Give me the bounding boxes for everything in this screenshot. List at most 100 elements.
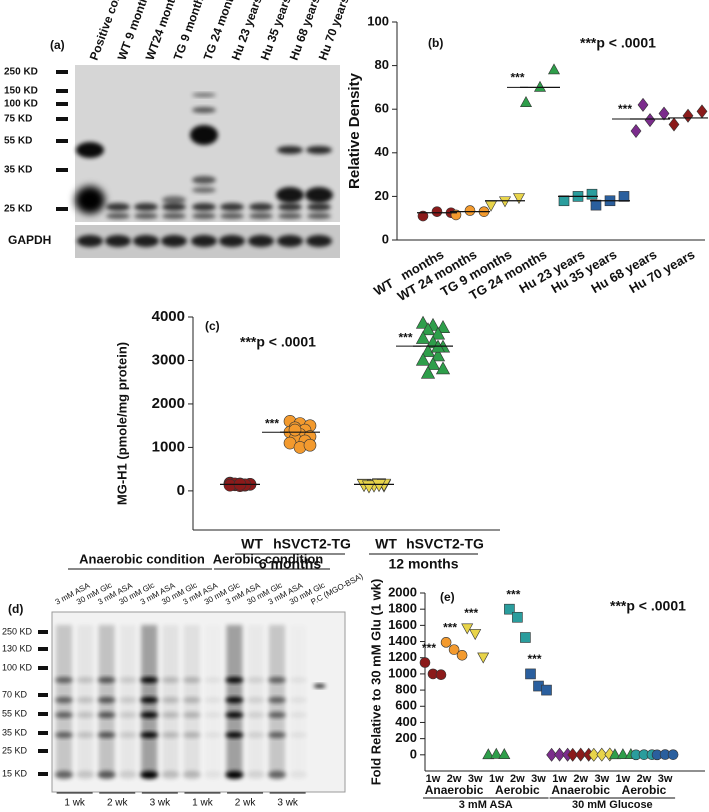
band <box>55 697 73 703</box>
marker-tick <box>56 139 68 143</box>
marker-label: 130 KD <box>2 643 33 653</box>
band <box>118 732 137 738</box>
band <box>161 677 180 683</box>
point <box>415 330 431 344</box>
y-tick-label: 60 <box>375 101 389 116</box>
point <box>504 603 515 615</box>
marker-tick <box>38 647 48 651</box>
y-tick-label: 200 <box>395 730 417 745</box>
marker-tick <box>38 749 48 753</box>
x-tick-label: WT <box>241 536 263 552</box>
band <box>192 93 216 97</box>
band <box>204 697 223 703</box>
marker-label: 250 KD <box>4 67 38 78</box>
band <box>140 697 159 703</box>
band <box>204 712 223 718</box>
y-tick-label: 2000 <box>152 395 185 412</box>
band <box>204 771 223 779</box>
panel-label: (d) <box>8 602 23 616</box>
y-axis-label: Relative Density <box>346 72 363 189</box>
band <box>97 697 116 703</box>
point <box>420 365 436 379</box>
point <box>498 196 512 208</box>
band <box>278 213 302 219</box>
band <box>248 235 274 247</box>
band <box>162 203 186 211</box>
y-axis-label: Fold Relative to 30 mM Glu (1 wk) <box>368 579 383 786</box>
band <box>192 213 216 219</box>
marker-label: 35 KD <box>2 727 28 737</box>
marker-label: 55 KD <box>2 708 28 718</box>
condition-label: Aerobic <box>622 783 667 797</box>
band <box>77 235 103 247</box>
band <box>225 771 244 779</box>
marker-tick <box>56 70 68 74</box>
band <box>289 697 308 703</box>
marker-tick <box>38 666 48 670</box>
point <box>477 652 490 664</box>
x-tick-label: 2w <box>573 773 588 785</box>
band <box>76 142 104 158</box>
point <box>533 80 547 92</box>
point <box>596 747 608 762</box>
band <box>105 235 131 247</box>
y-tick-label: 1000 <box>388 665 417 680</box>
band <box>246 732 265 738</box>
band <box>55 771 73 779</box>
band <box>140 732 159 738</box>
point <box>554 747 565 762</box>
band <box>182 732 201 738</box>
band <box>268 771 286 779</box>
point <box>630 124 642 138</box>
marker-label: 55 KD <box>4 136 32 147</box>
week-label: 2 wk <box>235 798 257 809</box>
point <box>435 361 451 375</box>
band <box>192 107 216 113</box>
x-tick-label: 1w <box>616 773 631 785</box>
band <box>220 213 244 219</box>
y-tick-label: 80 <box>375 57 389 72</box>
condition-label: Anaerobic <box>425 783 484 797</box>
band <box>140 771 159 779</box>
significance-label: *** <box>506 587 520 601</box>
band <box>76 732 95 738</box>
point <box>417 210 429 222</box>
point <box>425 356 441 370</box>
group-label: 12 months <box>388 556 458 572</box>
y-axis-label: MG-H1 (pmole/mg protein) <box>114 342 129 505</box>
y-tick-label: 1200 <box>388 649 417 664</box>
point <box>567 747 579 762</box>
point <box>420 322 436 336</box>
week-label: 3 wk <box>150 798 172 809</box>
band <box>140 677 159 683</box>
marker-label: 250 KD <box>2 626 33 636</box>
marker-tick <box>38 731 48 735</box>
point <box>575 747 587 762</box>
band <box>289 712 308 718</box>
band <box>306 235 332 247</box>
point <box>448 644 460 655</box>
condition-label: Aerobic <box>495 783 540 797</box>
lane-label: Hu 70 years <box>316 0 352 62</box>
y-tick-label: 1000 <box>152 438 185 455</box>
x-tick-label: hSVCT2-TG <box>406 536 484 552</box>
x-tick-label: 1w <box>552 773 567 785</box>
band <box>133 235 159 247</box>
condition-label: Anaerobic <box>551 783 610 797</box>
marker-label: 150 KD <box>4 86 38 97</box>
point <box>371 479 387 493</box>
point <box>288 423 302 437</box>
band <box>225 677 244 683</box>
band <box>192 187 216 193</box>
point <box>520 632 531 643</box>
point <box>588 747 600 762</box>
group-label: 3 mM ASA <box>459 799 513 811</box>
panel-label: (c) <box>205 319 220 333</box>
marker-label: 100 KD <box>4 99 38 110</box>
band <box>118 771 137 779</box>
band <box>246 677 265 683</box>
point <box>464 205 476 216</box>
point <box>498 748 511 759</box>
band <box>192 176 216 184</box>
